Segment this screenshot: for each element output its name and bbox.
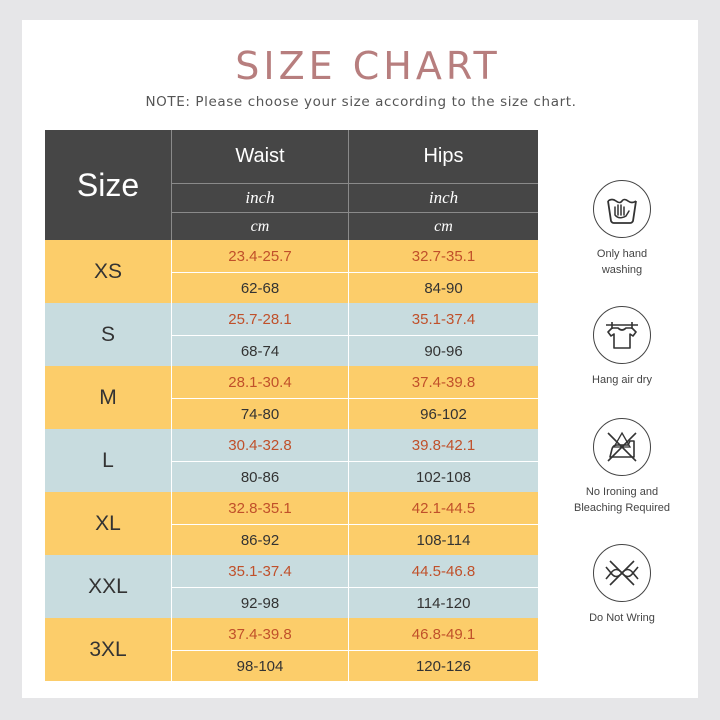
waist-unit-inch: inch <box>172 184 348 213</box>
size-table: Size Waist inch cm Hips inch cm XS 23.4-… <box>45 130 538 681</box>
hips-cell: 46.8-49.1 120-126 <box>348 618 538 681</box>
waist-cell: 35.1-37.4 92-98 <box>171 555 348 618</box>
hips-cm-value: 102-108 <box>415 468 472 486</box>
size-note: NOTE: Please choose your size according … <box>145 94 577 110</box>
size-cell: XL <box>95 511 121 535</box>
do-not-wring-icon <box>593 544 651 602</box>
care-label-line: Only hand <box>596 248 648 260</box>
care-label: Hang air dry <box>560 372 684 388</box>
waist-inch-value: 37.4-39.8 <box>172 618 348 651</box>
waist-cell: 23.4-25.7 62-68 <box>171 240 348 303</box>
care-label-line: Bleaching Required <box>573 502 670 514</box>
waist-inch-value: 30.4-32.8 <box>172 429 348 462</box>
waist-inch-value: 35.1-37.4 <box>172 555 348 588</box>
hips-inch-value: 44.5-46.8 <box>349 555 538 588</box>
hips-cm-value: 84-90 <box>424 279 463 297</box>
hips-header: Hips <box>349 130 538 184</box>
hips-cell: 42.1-44.5 108-114 <box>348 492 538 555</box>
waist-cell: 37.4-39.8 98-104 <box>171 618 348 681</box>
hips-cell: 32.7-35.1 84-90 <box>348 240 538 303</box>
hips-header-column: Hips inch cm <box>348 130 538 240</box>
size-header: Size <box>76 166 140 203</box>
waist-unit-cm: cm <box>250 217 270 235</box>
care-label-line: Hang air dry <box>592 374 652 386</box>
waist-inch-value: 23.4-25.7 <box>172 240 348 273</box>
table-row: XS 23.4-25.7 62-68 32.7-35.1 84-90 <box>45 240 538 303</box>
waist-cell: 28.1-30.4 74-80 <box>171 366 348 429</box>
care-label-line: No Ironing and <box>585 486 659 498</box>
table-row: L 30.4-32.8 80-86 39.8-42.1 102-108 <box>45 429 538 492</box>
table-row: 3XL 37.4-39.8 98-104 46.8-49.1 120-126 <box>45 618 538 681</box>
hips-cell: 39.8-42.1 102-108 <box>348 429 538 492</box>
hips-inch-value: 37.4-39.8 <box>349 366 538 399</box>
waist-cm-value: 92-98 <box>240 594 280 612</box>
waist-cell: 32.8-35.1 86-92 <box>171 492 348 555</box>
care-do-not-wring: Do Not Wring <box>560 544 684 626</box>
hips-cm-value: 120-126 <box>415 657 472 675</box>
size-cell: XS <box>93 259 122 283</box>
table-row: S 25.7-28.1 68-74 35.1-37.4 90-96 <box>45 303 538 366</box>
table-row: M 28.1-30.4 74-80 37.4-39.8 96-102 <box>45 366 538 429</box>
size-cell: 3XL <box>89 637 127 661</box>
care-no-iron-no-bleach: No Ironing and Bleaching Required <box>560 418 684 516</box>
hand-wash-icon <box>593 180 651 238</box>
hips-cell: 37.4-39.8 96-102 <box>348 366 538 429</box>
care-label: No Ironing and Bleaching Required <box>560 484 684 516</box>
care-label: Only hand washing <box>560 246 684 278</box>
size-cell: M <box>99 385 117 409</box>
waist-cm-value: 86-92 <box>240 531 280 549</box>
waist-inch-value: 32.8-35.1 <box>172 492 348 525</box>
waist-header-column: Waist inch cm <box>171 130 348 240</box>
care-label-line: Do Not Wring <box>589 612 655 624</box>
waist-cm-value: 98-104 <box>236 657 284 675</box>
hips-unit-cm: cm <box>434 217 453 235</box>
care-hang-dry: Hang air dry <box>560 306 684 388</box>
waist-inch-value: 25.7-28.1 <box>172 303 348 336</box>
hips-cm-value: 90-96 <box>424 342 463 360</box>
table-row: XXL 35.1-37.4 92-98 44.5-46.8 114-120 <box>45 555 538 618</box>
size-cell: L <box>102 448 114 472</box>
hips-cell: 35.1-37.4 90-96 <box>348 303 538 366</box>
waist-cm-value: 62-68 <box>240 279 280 297</box>
hips-inch-value: 39.8-42.1 <box>349 429 538 462</box>
table-row: XL 32.8-35.1 86-92 42.1-44.5 108-114 <box>45 492 538 555</box>
hips-inch-value: 32.7-35.1 <box>349 240 538 273</box>
care-label-line: washing <box>601 264 643 276</box>
hips-inch-value: 35.1-37.4 <box>349 303 538 336</box>
care-hand-wash: Only hand washing <box>560 180 684 278</box>
page-title: SIZE CHART <box>235 44 501 88</box>
hips-inch-value: 42.1-44.5 <box>349 492 538 525</box>
waist-cell: 25.7-28.1 68-74 <box>171 303 348 366</box>
waist-cm-value: 74-80 <box>240 405 280 423</box>
hang-dry-icon <box>593 306 651 364</box>
hips-inch-value: 46.8-49.1 <box>349 618 538 651</box>
waist-header: Waist <box>172 130 348 184</box>
size-cell: S <box>100 322 115 346</box>
size-cell: XXL <box>88 574 128 598</box>
table-header: Size Waist inch cm Hips inch cm <box>45 130 538 240</box>
care-label: Do Not Wring <box>560 610 684 626</box>
hips-cm-value: 108-114 <box>416 531 471 549</box>
hips-cm-value: 96-102 <box>420 405 467 423</box>
hips-cm-value: 114-120 <box>416 594 471 612</box>
no-iron-no-bleach-icon <box>593 418 651 476</box>
hips-cell: 44.5-46.8 114-120 <box>348 555 538 618</box>
hips-unit-inch: inch <box>349 184 538 213</box>
waist-cell: 30.4-32.8 80-86 <box>171 429 348 492</box>
waist-cm-value: 68-74 <box>240 342 280 360</box>
waist-cm-value: 80-86 <box>240 468 280 486</box>
waist-inch-value: 28.1-30.4 <box>172 366 348 399</box>
